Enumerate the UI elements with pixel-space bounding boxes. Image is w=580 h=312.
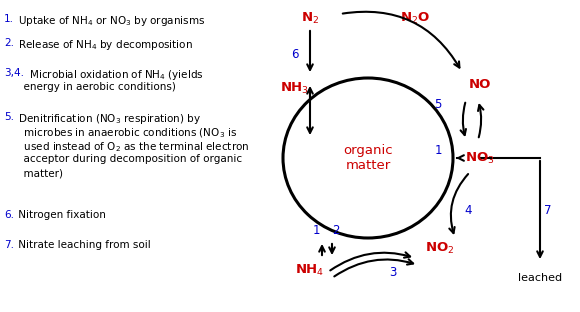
Text: NO$_3$: NO$_3$ xyxy=(465,150,495,166)
Text: 7: 7 xyxy=(544,203,552,217)
Text: NO: NO xyxy=(469,79,491,91)
Text: 5.: 5. xyxy=(4,112,14,122)
Text: 1.: 1. xyxy=(4,14,14,24)
Text: 5: 5 xyxy=(434,99,442,111)
Text: Denitrification (NO$_3$ respiration) by: Denitrification (NO$_3$ respiration) by xyxy=(15,112,201,126)
Text: acceptor during decomposition of organic: acceptor during decomposition of organic xyxy=(4,154,242,164)
Text: N$_2$: N$_2$ xyxy=(301,10,319,26)
Text: N$_2$O: N$_2$O xyxy=(400,10,430,26)
Text: 6.: 6. xyxy=(4,210,14,220)
Text: 7.: 7. xyxy=(4,240,14,250)
Text: NO$_2$: NO$_2$ xyxy=(425,241,455,256)
Text: 2: 2 xyxy=(332,223,340,236)
Text: NH$_4$: NH$_4$ xyxy=(295,262,325,278)
Text: used instead of O$_2$ as the terminal electron: used instead of O$_2$ as the terminal el… xyxy=(4,140,249,154)
Text: 3,4.: 3,4. xyxy=(4,68,24,78)
Text: matter): matter) xyxy=(4,168,63,178)
Text: 4: 4 xyxy=(464,203,472,217)
Text: Nitrogen fixation: Nitrogen fixation xyxy=(15,210,106,220)
Text: organic
matter: organic matter xyxy=(343,144,393,172)
Text: Release of NH$_4$ by decomposition: Release of NH$_4$ by decomposition xyxy=(15,38,193,52)
Text: microbes in anaerobic conditions (NO$_3$ is: microbes in anaerobic conditions (NO$_3$… xyxy=(4,126,237,139)
Text: 1: 1 xyxy=(312,223,320,236)
Text: leached: leached xyxy=(518,273,562,283)
Text: NH$_3$: NH$_3$ xyxy=(281,80,310,95)
Text: 3: 3 xyxy=(389,266,397,279)
Text: Nitrate leaching from soil: Nitrate leaching from soil xyxy=(15,240,151,250)
Text: Uptake of NH$_4$ or NO$_3$ by organisms: Uptake of NH$_4$ or NO$_3$ by organisms xyxy=(15,14,205,28)
Text: 1: 1 xyxy=(434,144,442,157)
Text: 6: 6 xyxy=(291,48,299,61)
Text: Microbial oxidation of NH$_4$ (yields: Microbial oxidation of NH$_4$ (yields xyxy=(26,68,204,82)
Text: energy in aerobic conditions): energy in aerobic conditions) xyxy=(4,82,176,92)
Text: 2.: 2. xyxy=(4,38,14,48)
